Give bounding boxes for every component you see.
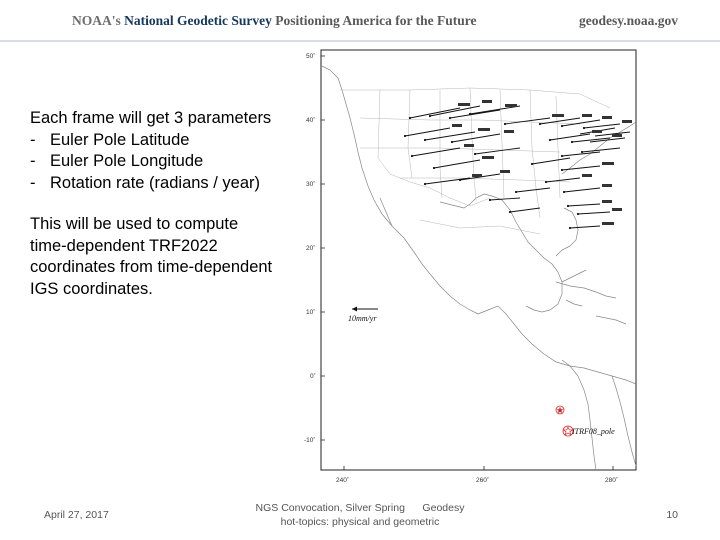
banner-divider xyxy=(0,40,720,42)
lat-label: 0˚ xyxy=(310,372,316,380)
lat-ticks xyxy=(321,55,614,470)
footer-event-line: hot-topics: physical and geometric xyxy=(280,516,440,528)
lat-label: -10˚ xyxy=(304,436,316,444)
footer-event: NGS Convocation, Silver Spring Geodesy h… xyxy=(240,501,480,529)
banner-org: NOAA's xyxy=(72,13,121,28)
paragraph-line: coordinates from time-dependent xyxy=(30,258,273,276)
page-number: 10 xyxy=(666,509,678,521)
vector-heads xyxy=(403,112,586,230)
pole-label: ITRF08_pole xyxy=(571,427,615,436)
pole-circle xyxy=(562,425,574,437)
parameter-list: - Euler Pole Latitude - Euler Pole Longitu… xyxy=(30,130,310,195)
star-icon xyxy=(562,426,574,436)
footer-event-line: NGS Convocation, Silver Spring Geodesy xyxy=(255,502,465,514)
lat-label: 30˚ xyxy=(306,180,315,188)
banner-tagline: Positioning America for the Future xyxy=(275,13,477,28)
scale-arrow xyxy=(352,306,378,312)
lat-label: 40˚ xyxy=(306,116,315,124)
lat-label: 10˚ xyxy=(306,308,315,316)
body-heading: Each frame will get 3 parameters xyxy=(30,109,272,127)
banner-title: NOAA's National Geodetic Survey Position… xyxy=(72,13,477,29)
parameter-item: - Euler Pole Latitude xyxy=(30,130,190,149)
body-paragraph: This will be used to compute time-depend… xyxy=(30,214,310,300)
lat-labels: 50˚ 40˚ 30˚ 20˚ 10˚ 0˚ -10˚ xyxy=(304,52,316,444)
lat-label: 20˚ xyxy=(306,244,315,252)
header-banner: NOAA's National Geodetic Survey Position… xyxy=(0,0,720,42)
banner-site: geodesy.noaa.gov xyxy=(578,13,678,28)
paragraph-line: IGS coordinates. xyxy=(30,279,153,298)
slide-body: Each frame will get 3 parameters - Euler … xyxy=(30,108,310,300)
velocity-vectors xyxy=(404,105,631,229)
velocity-map: 50˚ 40˚ 30˚ 20˚ 10˚ 0˚ -10˚ 240˚ 260˚ 28… xyxy=(304,49,637,484)
lat-label: 50˚ xyxy=(306,52,315,60)
lon-label: 260˚ xyxy=(476,476,489,484)
euler-pole-markers xyxy=(555,405,574,437)
parameter-item: - Euler Pole Longitude xyxy=(30,152,204,170)
lon-label: 280˚ xyxy=(605,476,618,484)
paragraph-line: time-dependent TRF2022 xyxy=(30,236,218,255)
parameter-item: - Rotation rate (radians / year) xyxy=(30,173,261,192)
footer-date: April 27, 2017 xyxy=(44,509,109,521)
state-boundaries xyxy=(340,87,611,235)
paragraph-line: This will be used to compute xyxy=(30,215,239,233)
scale-label: 10mm/yr xyxy=(348,314,377,323)
banner-agency: National Geodetic Survey xyxy=(124,13,272,28)
coastlines xyxy=(321,65,637,471)
lon-label: 240˚ xyxy=(336,476,349,484)
station-marks xyxy=(452,100,632,225)
lon-labels: 240˚ 260˚ 280˚ xyxy=(336,476,618,484)
